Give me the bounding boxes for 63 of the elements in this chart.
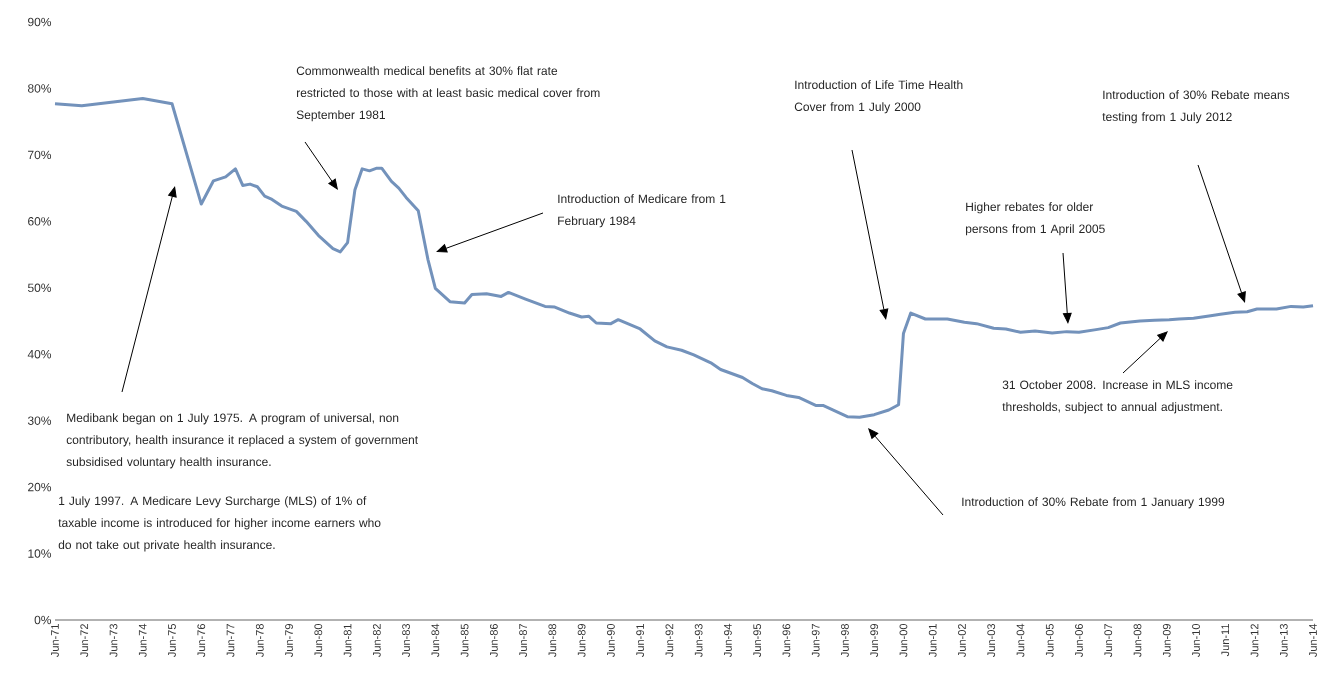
annotation: Introduction of Medicare from 1 February 1984 <box>558 194 726 228</box>
x-tick-label: Jun-73 <box>109 624 118 657</box>
annotation: Introduction of Life Time Health Cover from 1 July 2000 <box>794 80 963 114</box>
x-tick-label: Jun-92 <box>665 624 674 657</box>
annotation: Higher rebates for older persons from 1 April 2005 <box>965 202 1105 236</box>
x-tick-label: Jun-07 <box>1104 624 1113 657</box>
x-tick-label: Jun-71 <box>51 624 59 657</box>
x-tick-label: Jun-91 <box>636 624 645 657</box>
x-tick-label: Jun-79 <box>285 624 293 657</box>
x-tick-label: Jun-89 <box>577 624 586 657</box>
x-tick-label: Jun-00 <box>899 623 908 657</box>
y-tick-label: 80% <box>27 84 52 93</box>
y-tick-label: 30% <box>27 416 52 425</box>
x-tick-label: Jun-06 <box>1075 624 1083 657</box>
x-tick-label: Jun-75 <box>168 623 176 657</box>
x-tick-label: Jun-80 <box>314 623 323 657</box>
x-tick-label: Jun-90 <box>606 623 615 657</box>
annotation: Introduction of 30% Rebate means testing from 1 July 2012 <box>1102 90 1290 124</box>
x-tick-label: Jun-76 <box>197 624 206 657</box>
x-tick-label: Jun-94 <box>724 623 732 657</box>
y-tick-label: 20% <box>28 482 52 492</box>
x-tick-label: Jun-08 <box>1133 624 1142 657</box>
annotation: Introduction of 30% Rebate from 1 January 1999 <box>962 497 1225 509</box>
x-tick-label: Jun-03 <box>987 624 996 657</box>
x-tick-label: Jun-09 <box>1162 624 1171 657</box>
x-tick-label: Jun-11 <box>1221 624 1230 657</box>
y-tick-label: 70% <box>28 150 52 160</box>
y-tick-label: 0% <box>34 615 52 625</box>
x-tick-label: Jun-72 <box>80 624 89 657</box>
x-tick-label: Jun-85 <box>460 623 469 657</box>
y-tick-label: 40% <box>27 349 52 359</box>
x-tick-label: Jun-05 <box>1045 623 1054 657</box>
y-tick-label: 60% <box>28 217 52 226</box>
y-tick-label: 50% <box>27 283 52 293</box>
x-tick-label: Jun-95 <box>753 623 762 657</box>
x-tick-label: Jun-99 <box>870 624 879 657</box>
x-tick-label: Jun-87 <box>519 624 527 657</box>
x-tick-label: Jun-04 <box>1016 623 1025 657</box>
x-tick-label: Jun-96 <box>782 624 791 657</box>
x-tick-label: Jun-77 <box>226 624 235 657</box>
x-tick-label: Jun-02 <box>958 624 966 657</box>
x-tick-label: Jun-97 <box>811 624 820 657</box>
x-tick-label: Jun-84 <box>431 623 440 657</box>
annotation: Commonwealth medical benefits at 30% flat rate restricted to those with at least basic medical cover from September 1981 <box>296 66 600 122</box>
annotation: 31 October 2008. Increase in MLS income thresholds, subject to annual adjustment. <box>1002 380 1233 414</box>
annotation: 1 July 1997. A Medicare Levy Surcharge (MLS) of 1% of taxable income is introduced for higher income earners who do not take out private health insurance. <box>58 496 381 552</box>
x-tick-label: Jun-13 <box>1279 624 1288 657</box>
x-tick-label: Jun-78 <box>255 624 264 657</box>
x-tick-label: Jun-82 <box>372 624 381 657</box>
x-tick-label: Jun-86 <box>489 624 498 657</box>
x-tick-label: Jun-88 <box>548 624 557 657</box>
x-tick-label: Jun-12 <box>1250 624 1259 657</box>
x-tick-label: Jun-98 <box>841 624 849 657</box>
y-tick-label: 10% <box>28 549 52 558</box>
x-tick-label: Jun-10 <box>1192 623 1200 657</box>
x-tick-label: Jun-74 <box>138 623 147 657</box>
x-tick-label: Jun-81 <box>343 624 352 657</box>
x-tick-label: Jun-93 <box>694 624 703 657</box>
x-tick-label: Jun-83 <box>402 624 410 657</box>
x-tick-label: Jun-14 <box>1309 623 1317 657</box>
x-tick-label: Jun-01 <box>928 624 937 657</box>
y-tick-label: 90% <box>28 17 52 27</box>
annotation: Medibank began on 1 July 1975. A program of universal, non contributory, health insurance it replaced a system of government subsidised voluntary health insurance. <box>66 413 419 469</box>
